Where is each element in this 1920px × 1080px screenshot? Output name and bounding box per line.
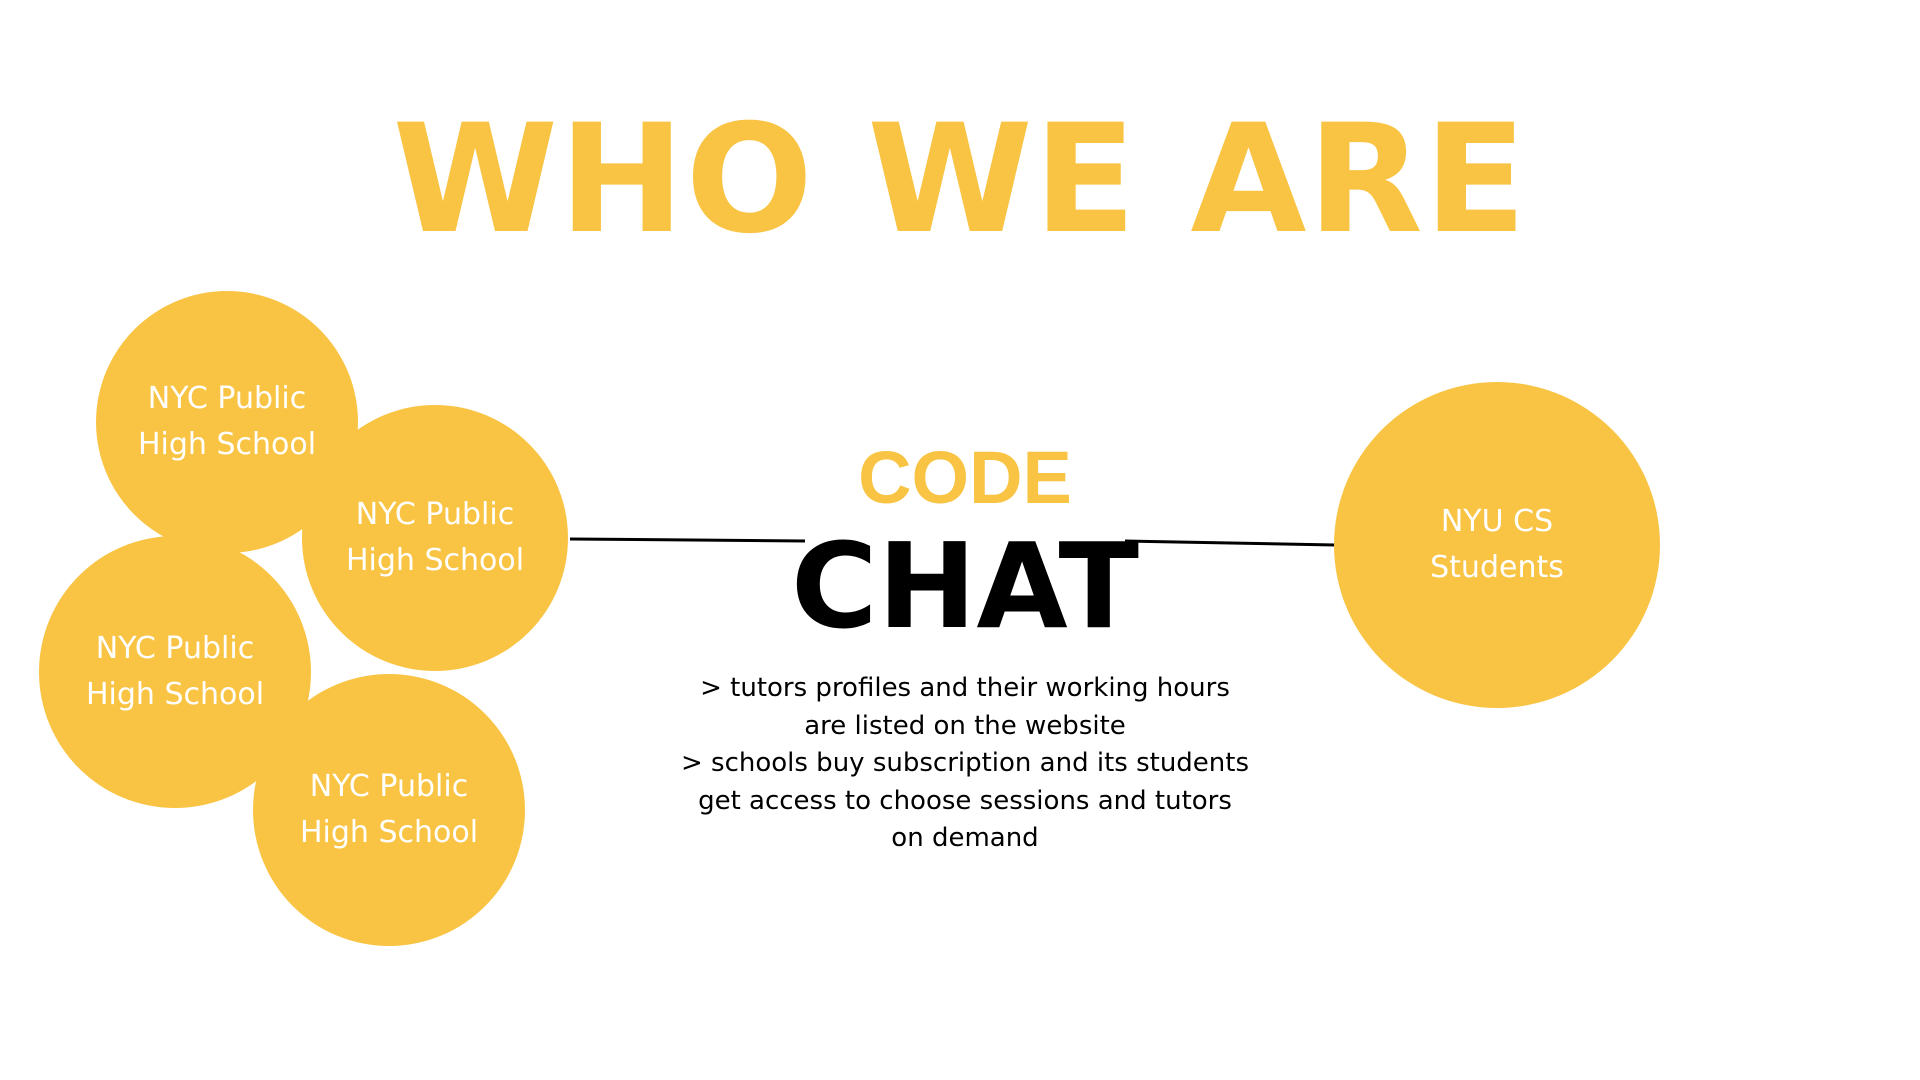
school-node-label: NYC Public High School [299,769,479,850]
school-node-label: NYC Public High School [345,497,525,578]
school-node-2: NYC Public High School [302,405,568,671]
brand-chat-word: CHAT [790,517,1139,655]
description-line: > schools buy subscription and its stude… [680,748,1250,778]
page-title: WHO WE ARE [392,93,1528,267]
school-node-label: NYC Public High School [85,631,265,712]
school-node-label: NYC Public High School [137,381,317,462]
school-node-3: NYC Public High School [39,536,311,808]
description-line: > tutors profiles and their working hour… [700,673,1230,703]
description-line: are listed on the website [804,710,1126,741]
school-node-4: NYC Public High School [253,674,525,946]
brand-code-word: CODE [858,436,1072,519]
nyu-students-node: NYU CS Students [1334,382,1660,708]
description-line: on demand [891,823,1039,853]
school-node-1: NYC Public High School [96,291,358,553]
description-line: get access to choose sessions and tutors [698,785,1232,816]
service-description: > tutors profiles and their working hour… [640,670,1290,858]
nyu-students-label: NYU CS Students [1430,504,1564,585]
